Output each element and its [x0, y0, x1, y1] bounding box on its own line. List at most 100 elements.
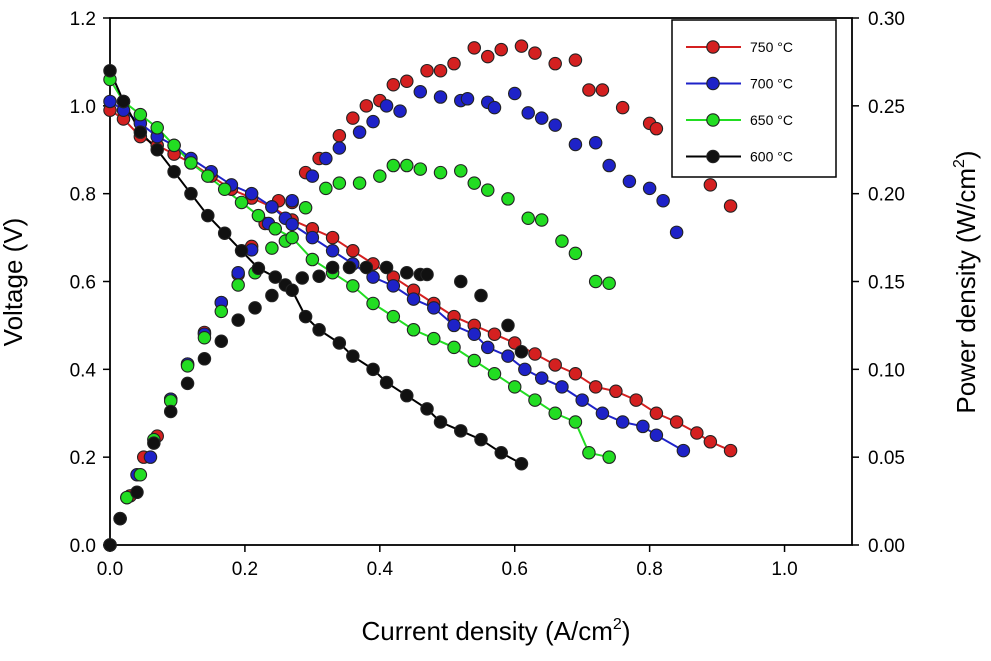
voltage-point [528, 347, 542, 361]
power-point [480, 183, 495, 197]
power-point [433, 90, 448, 104]
power-point [548, 118, 562, 132]
legend-marker [706, 76, 720, 91]
power-point [319, 181, 333, 196]
power-point [359, 99, 374, 113]
voltage-point [386, 279, 401, 293]
voltage-point [234, 195, 249, 210]
y2-tick-label: 0.05 [868, 448, 905, 469]
voltage-point [602, 450, 616, 464]
power-point [366, 114, 380, 129]
voltage-point [201, 208, 215, 223]
power-point [568, 137, 583, 152]
power-point [534, 111, 549, 125]
voltage-point [615, 415, 630, 429]
voltage-point [588, 380, 603, 394]
power-point [393, 104, 407, 118]
power-point [312, 269, 326, 283]
legend-marker [706, 149, 720, 164]
power-point [352, 176, 367, 190]
power-point [602, 158, 616, 173]
voltage-point [379, 375, 394, 390]
power-point [467, 176, 482, 190]
legend-marker [706, 113, 720, 127]
voltage-point [480, 340, 495, 355]
power-point [113, 511, 127, 526]
voltage-point [251, 208, 266, 223]
voltage-point [636, 419, 650, 434]
power-point [379, 260, 394, 275]
series-2-voltage-line [109, 78, 610, 459]
y2-tick-label: 0.20 [868, 185, 905, 206]
power-point [514, 39, 529, 53]
x-tick-label: 0.8 [636, 559, 662, 580]
voltage-point [184, 186, 198, 201]
power-point [285, 193, 299, 208]
power-point [467, 41, 482, 55]
legend: 750 °C 700 °C 650 °C 600 °C [671, 19, 837, 178]
y2-tick-label: 0.00 [868, 536, 905, 557]
legend-label: 700 °C [750, 76, 793, 92]
voltage-point [346, 244, 360, 258]
power-point [180, 359, 195, 373]
voltage-point [167, 164, 181, 179]
voltage-point [305, 252, 320, 267]
voltage-point [427, 331, 441, 346]
series-3-power-series [103, 260, 529, 552]
y2-tick-label: 0.30 [868, 9, 905, 30]
power-point [130, 485, 144, 500]
voltage-point [400, 388, 414, 403]
legend-marker [706, 40, 720, 54]
power-point [379, 99, 394, 113]
voltage-point [427, 301, 441, 315]
power-point [588, 135, 603, 150]
y2-tick-label: 0.15 [868, 273, 905, 294]
voltage-point [507, 336, 522, 350]
power-point [723, 199, 738, 213]
voltage-point [514, 457, 529, 471]
power-point [214, 304, 229, 319]
voltage-point [346, 349, 360, 363]
y-tick-label: 0.2 [70, 448, 96, 469]
voltage-point [133, 125, 148, 139]
voltage-point [518, 362, 532, 377]
power-point [163, 404, 178, 419]
voltage-point [467, 327, 482, 341]
axis-ticks: 0.0 0.2 0.4 0.6 0.8 1.0 0.0 0.2 0.4 0.6 0.8 1.0 1.2 0… [70, 9, 905, 580]
voltage-point [534, 371, 549, 385]
voltage-point [103, 63, 117, 78]
voltage-point [595, 406, 610, 420]
voltage-point [251, 261, 266, 276]
voltage-point [690, 426, 704, 440]
power-point [528, 46, 542, 60]
power-point [346, 111, 360, 125]
power-point [332, 128, 347, 143]
power-point [103, 538, 117, 552]
power-point [332, 141, 347, 155]
voltage-point [167, 138, 181, 153]
power-point [480, 49, 495, 64]
voltage-point [325, 230, 340, 245]
power-point [474, 288, 488, 303]
voltage-point [723, 443, 738, 458]
power-point [487, 100, 502, 115]
power-point [265, 241, 279, 255]
power-point [447, 56, 461, 71]
power-point [568, 53, 583, 67]
power-point [373, 169, 387, 183]
power-point [386, 78, 401, 92]
voltage-point [268, 270, 283, 284]
legend-label: 650 °C [750, 112, 793, 128]
power-point [555, 234, 569, 248]
voltage-point [265, 200, 279, 214]
power-point [454, 274, 468, 289]
power-point [622, 174, 637, 189]
power-point [494, 42, 508, 57]
x-axis-title: Current density (A/cm2) [362, 616, 631, 646]
series-layer [103, 39, 738, 552]
power-point [400, 158, 414, 173]
voltage-point [366, 296, 380, 311]
voltage-point [507, 380, 522, 394]
series-0-power-series [103, 39, 738, 552]
